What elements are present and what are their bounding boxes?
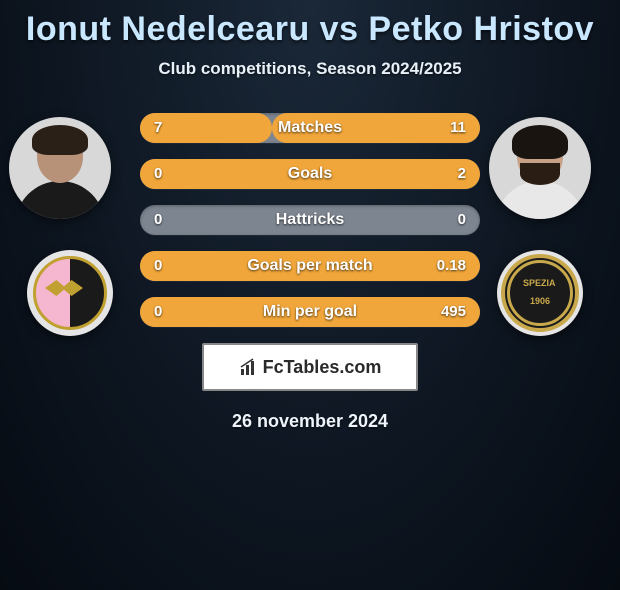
page-title: Ionut Nedelcearu vs Petko Hristov xyxy=(0,10,620,49)
stat-value-right: 0.18 xyxy=(437,251,466,281)
stat-value-left: 0 xyxy=(154,159,162,189)
date-label: 26 november 2024 xyxy=(0,411,620,432)
brand-box: FcTables.com xyxy=(202,343,418,391)
stat-value-right: 11 xyxy=(450,113,466,143)
stat-row: Min per goal0 495 xyxy=(140,297,480,327)
player-right-avatar xyxy=(489,117,591,219)
stats-container: Matches711Goals02Hattricks00Goals per ma… xyxy=(140,107,480,327)
stat-value-right: 0 xyxy=(458,205,466,235)
stat-row: Hattricks0 0 xyxy=(140,205,480,235)
stat-label: Min per goal xyxy=(140,297,480,327)
player-left-avatar xyxy=(9,117,111,219)
stat-row: Goals0 2 xyxy=(140,159,480,189)
stat-value-right: 495 xyxy=(441,297,466,327)
stat-value-left: 0 xyxy=(154,297,162,327)
stat-label: Goals xyxy=(140,159,480,189)
stat-label: Goals per match xyxy=(140,251,480,281)
stat-row: Goals per match0 0.18 xyxy=(140,251,480,281)
chart-icon xyxy=(239,357,259,377)
stat-value-right: 2 xyxy=(458,159,466,189)
stat-value-left: 7 xyxy=(154,113,162,143)
subtitle: Club competitions, Season 2024/2025 xyxy=(0,59,620,79)
stat-label: Matches xyxy=(140,113,480,143)
brand-label: FcTables.com xyxy=(263,357,382,378)
comparison-panel: SPEZIA 1906 Matches711Goals02Hattricks00… xyxy=(0,107,620,432)
stat-value-left: 0 xyxy=(154,251,162,281)
stat-label: Hattricks xyxy=(140,205,480,235)
club-left-badge xyxy=(27,250,113,336)
stat-value-left: 0 xyxy=(154,205,162,235)
stat-row: Matches7 11 xyxy=(140,113,480,143)
club-right-badge: SPEZIA 1906 xyxy=(497,250,583,336)
